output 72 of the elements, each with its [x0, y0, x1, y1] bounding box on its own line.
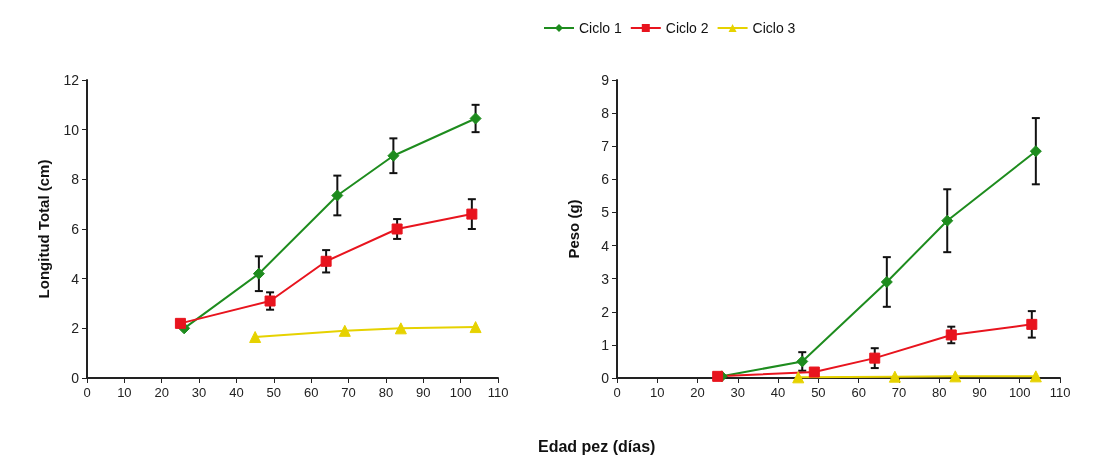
point — [1026, 318, 1038, 330]
y-tick-label: 10 — [63, 121, 80, 138]
point — [796, 355, 809, 368]
x-tick-label: 50 — [266, 385, 282, 400]
point — [264, 295, 276, 307]
point — [249, 331, 262, 344]
y-tick-label: 5 — [601, 204, 610, 221]
point — [466, 208, 478, 220]
y-tick-label: 7 — [601, 138, 610, 155]
x-tick-label: 60 — [303, 385, 319, 400]
y-tick-label: 6 — [71, 221, 80, 237]
y-tick-label: 2 — [601, 303, 610, 320]
point — [949, 370, 962, 383]
y-tick-label: 4 — [71, 270, 80, 287]
x-tick-label: 70 — [341, 385, 356, 400]
x-tick-label: 30 — [730, 385, 746, 400]
x-tick-label: 90 — [972, 385, 987, 400]
point — [252, 267, 265, 280]
y-tick-label: 8 — [71, 171, 80, 188]
point — [945, 329, 957, 341]
x-axis-title: Edad pez (días) — [538, 437, 656, 455]
x-tick-label: 30 — [191, 385, 207, 400]
point — [1029, 145, 1042, 158]
x-tick-label: 110 — [487, 385, 509, 400]
point — [888, 370, 901, 383]
x-tick-label: 100 — [1008, 385, 1031, 400]
point — [338, 324, 351, 337]
y-tick-label: 4 — [601, 237, 610, 254]
x-tick-label: 40 — [229, 385, 244, 400]
point — [1029, 370, 1042, 383]
x-tick-label: 20 — [690, 385, 705, 400]
legend-label: Ciclo 1 — [579, 20, 623, 36]
x-tick-label: 70 — [891, 385, 907, 400]
x-tick-label: 0 — [83, 385, 91, 400]
x-tick-label: 60 — [851, 385, 866, 400]
point — [174, 317, 186, 329]
point — [391, 223, 403, 235]
y-tick-label: 0 — [71, 370, 80, 386]
y-tick-label: 8 — [601, 105, 610, 122]
y-tick-label: 3 — [601, 270, 610, 287]
point — [869, 352, 881, 364]
point — [880, 275, 893, 288]
x-tick-label: 10 — [650, 385, 665, 400]
point — [387, 149, 400, 162]
y-tick-label: 1 — [601, 336, 610, 353]
point — [331, 189, 344, 202]
point — [808, 366, 820, 378]
y-tick-label: 2 — [71, 320, 80, 337]
point — [469, 321, 482, 334]
x-tick-label: 110 — [1049, 385, 1071, 400]
point — [320, 255, 332, 267]
point — [394, 322, 407, 335]
x-tick-label: 0 — [613, 385, 621, 400]
point — [941, 214, 954, 227]
y-tick-label: 6 — [601, 171, 610, 188]
x-tick-label: 20 — [154, 385, 169, 400]
x-tick-label: 40 — [770, 385, 786, 400]
x-tick-label: 80 — [378, 385, 394, 400]
x-tick-label: 10 — [117, 385, 132, 400]
legend-label: Ciclo 2 — [665, 20, 709, 36]
x-tick-label: 50 — [811, 385, 826, 400]
y-tick-label: 0 — [601, 370, 610, 386]
y-tick-label: 12 — [63, 72, 80, 88]
point — [469, 112, 482, 125]
y-tick-label: 9 — [601, 72, 610, 88]
x-tick-label: 90 — [416, 385, 431, 400]
y-axis-title: Peso (g) — [565, 199, 582, 259]
x-tick-label: 100 — [449, 385, 472, 400]
legend-label: Ciclo 3 — [752, 20, 796, 36]
point — [712, 370, 724, 382]
y-axis-title: Longitud Total (cm) — [35, 159, 52, 299]
x-tick-label: 80 — [931, 385, 947, 400]
